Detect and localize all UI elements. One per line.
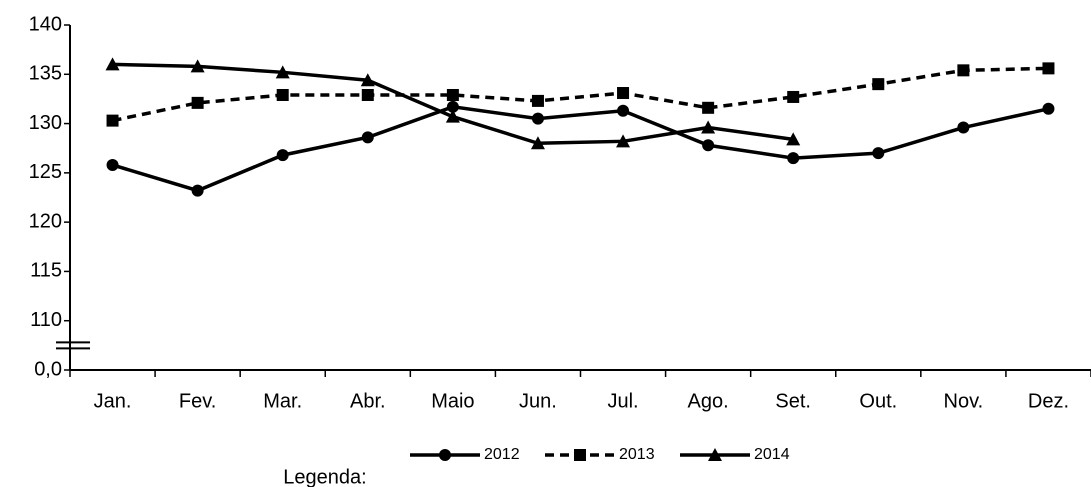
data-point [106,114,119,127]
x-tick-label: Set. [775,390,811,412]
y-tick-label: 110 [30,309,62,331]
data-point [1042,102,1055,115]
data-point [361,88,374,101]
data-point [191,96,204,109]
data-point [531,94,544,107]
data-point [957,121,970,134]
data-point [106,158,119,171]
y-tick-label: 120 [29,210,62,232]
data-point [787,152,800,165]
data-point [872,147,885,160]
data-point [786,132,801,146]
data-point [360,73,375,87]
data-point [531,112,544,125]
data-point [872,78,885,91]
data-point [190,59,205,73]
x-tick-label: Jan. [94,390,132,412]
x-tick-label: Ago. [688,390,729,412]
data-point [1042,62,1055,75]
data-point [105,57,120,71]
legend-label: 2014 [754,446,790,463]
data-point [361,131,374,144]
x-tick-label: Dez. [1028,390,1069,412]
x-tick-label: Jul. [607,390,638,412]
x-tick-label: Abr. [350,390,386,412]
data-point [617,104,630,117]
data-point [702,101,715,114]
data-point [445,109,460,123]
y-tick-label: 130 [29,112,62,134]
x-tick-label: Maio [431,390,474,412]
data-point [276,149,289,162]
series-line [112,66,1049,123]
y-tick-label: 125 [29,161,62,183]
data-point [787,90,800,103]
data-point [616,134,631,148]
series-line [112,105,1049,193]
y-tick-label: 0,0 [34,358,62,380]
legend-label: 2013 [619,446,655,463]
x-tick-label: Mar. [263,390,302,412]
data-point [702,139,715,152]
x-tick-label: Nov. [944,390,984,412]
data-point [446,100,459,113]
data-point [191,184,204,197]
x-tick-label: Jun. [519,390,557,412]
data-point [446,88,459,101]
y-tick-label: 115 [30,260,62,282]
x-tick-label: Out. [859,390,897,412]
legend-label: 2012 [484,446,520,463]
x-tick-label: Fev. [179,390,216,412]
legend-marker [439,449,451,461]
legend-title: Legenda: [283,466,366,487]
data-point [530,136,545,150]
y-tick-label: 140 [29,13,62,35]
data-point [957,64,970,77]
data-point [275,65,290,79]
legend-marker [708,448,722,461]
data-point [276,88,289,101]
legend-marker [574,449,586,461]
data-point [701,120,716,134]
data-point [617,87,630,100]
y-tick-label: 135 [29,63,62,85]
